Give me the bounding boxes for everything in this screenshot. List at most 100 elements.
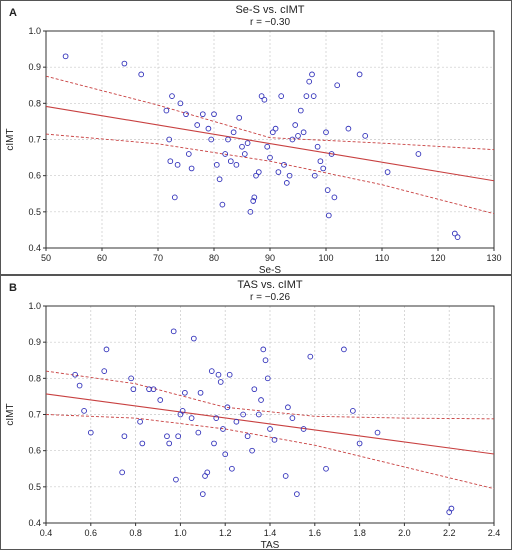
data-point xyxy=(208,368,215,374)
grid-b xyxy=(46,306,494,523)
data-point xyxy=(307,353,314,360)
data-point xyxy=(183,111,189,118)
data-point xyxy=(267,154,273,161)
data-point xyxy=(169,93,175,99)
data-point xyxy=(289,136,296,143)
y-tick-label: 0.4 xyxy=(28,518,41,528)
data-point xyxy=(72,371,78,378)
data-point xyxy=(199,491,206,497)
data-point xyxy=(225,136,231,143)
y-tick-label: 1.0 xyxy=(28,301,41,311)
data-point xyxy=(211,111,217,118)
data-point xyxy=(190,335,197,342)
data-point xyxy=(230,129,237,136)
chart-title-a: Se-S vs. cIMT xyxy=(235,4,304,16)
data-point xyxy=(188,165,195,172)
data-point xyxy=(163,107,170,114)
x-tick-label: 0.4 xyxy=(40,528,53,538)
data-points-a xyxy=(62,53,461,241)
data-point xyxy=(324,187,331,193)
y-tick-label: 0.8 xyxy=(28,373,41,383)
data-point xyxy=(179,408,186,414)
data-point xyxy=(258,397,264,403)
data-point xyxy=(224,404,231,411)
data-point xyxy=(253,172,259,179)
data-point xyxy=(150,386,157,393)
regression-line-b xyxy=(46,393,494,455)
chart-subtitle-a: r = −0.30 xyxy=(250,17,290,28)
regression-line-a xyxy=(46,105,494,182)
x-tick-label: 120 xyxy=(430,253,445,263)
data-point xyxy=(171,194,178,201)
x-tick-label: 2.2 xyxy=(443,528,456,538)
data-point xyxy=(167,158,174,165)
confidence-band-upper-b xyxy=(46,370,494,420)
x-tick-label: 110 xyxy=(375,253,389,263)
data-point xyxy=(137,418,143,425)
data-point xyxy=(220,426,226,432)
x-tick-label: 1.8 xyxy=(353,528,366,538)
chart-title-b: TAS vs. cIMT xyxy=(237,279,302,291)
data-point xyxy=(121,60,128,67)
data-point xyxy=(278,93,285,99)
data-point xyxy=(205,125,212,132)
data-point xyxy=(261,96,268,103)
x-axis-label-b: TAS xyxy=(261,540,280,549)
data-point xyxy=(267,426,273,432)
y-tick-label: 0.8 xyxy=(28,98,41,108)
data-point xyxy=(289,415,296,421)
data-point xyxy=(239,143,245,150)
data-point xyxy=(258,93,265,99)
data-point xyxy=(195,429,202,436)
data-point xyxy=(255,169,262,175)
data-point xyxy=(240,411,246,418)
data-point xyxy=(62,53,69,60)
panel-b: B TAS vs. cIMT r = −0.26 0.4 0.6 0.8 1.0 1.2 1.4… xyxy=(0,275,512,550)
y-axis-label-b: cIMT xyxy=(5,403,16,425)
data-point xyxy=(306,78,313,85)
data-point xyxy=(356,440,363,447)
data-point xyxy=(81,408,87,414)
x-tick-label: 100 xyxy=(318,253,333,263)
data-point xyxy=(323,129,329,136)
data-point xyxy=(229,465,235,472)
data-point xyxy=(345,125,352,132)
y-axis-label-a: cIMT xyxy=(5,128,16,150)
data-point xyxy=(314,143,321,150)
data-point xyxy=(272,125,279,132)
x-tick-label: 0.6 xyxy=(85,528,98,538)
confidence-band-lower-b xyxy=(46,414,494,490)
data-point xyxy=(415,151,422,157)
data-points-b xyxy=(72,328,455,516)
data-point xyxy=(103,346,110,353)
data-point xyxy=(341,346,347,353)
data-point xyxy=(226,371,233,378)
x-tick-label: 130 xyxy=(486,253,501,263)
data-point xyxy=(244,140,251,146)
data-point xyxy=(130,386,137,393)
data-point xyxy=(250,198,257,204)
data-point xyxy=(213,415,220,421)
data-point xyxy=(233,418,240,425)
y-tick-label: 0.7 xyxy=(28,410,41,420)
data-point xyxy=(331,194,338,201)
data-point xyxy=(233,161,240,168)
y-tick-label: 0.9 xyxy=(28,62,41,72)
data-point xyxy=(281,161,287,168)
data-point xyxy=(121,433,128,440)
data-point xyxy=(362,133,369,139)
data-point xyxy=(87,429,94,436)
data-point xyxy=(300,129,307,136)
panel-a: A Se-S vs. cIMT r = −0.30 50 60 70 80 90 100 110 1… xyxy=(0,0,512,275)
data-point xyxy=(311,172,318,179)
data-point xyxy=(264,143,271,150)
data-point xyxy=(251,194,258,201)
y-tick-label: 0.4 xyxy=(28,243,41,253)
panel-label-a: A xyxy=(9,7,17,19)
data-point xyxy=(310,93,317,99)
y-tick-label: 0.7 xyxy=(28,135,41,145)
data-point xyxy=(157,397,164,403)
y-tick-label: 1.0 xyxy=(28,26,41,36)
